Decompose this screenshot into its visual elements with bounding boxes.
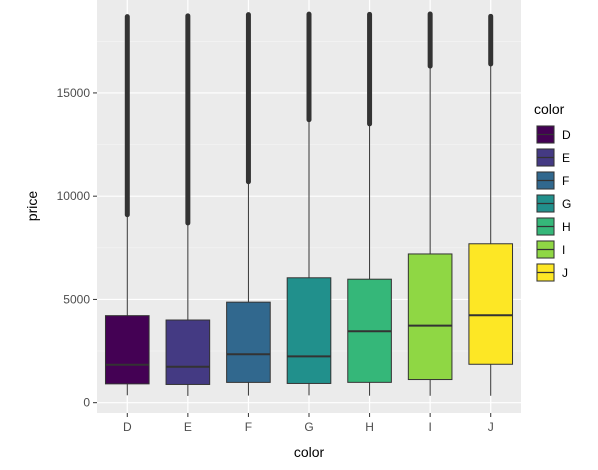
box-body [286,277,332,384]
x-tick-label: J [488,420,494,434]
box-J [468,13,514,396]
box-H [347,11,392,396]
box-D [104,14,150,396]
boxes [104,11,514,396]
legend-item-H: H [536,217,571,236]
y-tick-label: 15000 [57,86,91,100]
legend-item-F: F [536,171,569,190]
legend-item-J: J [536,263,568,282]
legend-label: J [562,266,568,280]
legend-label: E [562,151,570,165]
x-tick-label: H [365,420,374,434]
x-tick-label: G [304,420,313,434]
legend-item-I: I [536,240,565,259]
legend-item-E: E [536,148,570,167]
legend-label: H [562,220,571,234]
box-I [407,11,453,396]
x-tick-label: I [428,420,431,434]
box-F [226,12,271,396]
x-tick-label: D [123,420,132,434]
x-axis: D E F G H I J [123,413,494,434]
legend-title: color [534,101,565,117]
box-body [104,315,150,385]
legend-item-G: G [536,194,571,213]
box-body [468,243,514,365]
x-axis-title: color [294,444,325,460]
y-tick-label: 5000 [63,292,90,306]
box-G [286,11,332,396]
y-axis-title: price [24,191,40,222]
legend-label: F [562,174,569,188]
box-body [226,301,271,383]
legend-label: I [562,243,565,257]
legend-label: D [562,128,571,142]
y-axis: 0 5000 10000 15000 [57,86,97,410]
legend-label: G [562,197,571,211]
y-tick-label: 10000 [57,189,91,203]
box-body [407,253,453,381]
x-tick-label: F [245,420,252,434]
x-tick-label: E [184,420,192,434]
box-body [165,319,211,385]
y-tick-label: 0 [83,396,90,410]
box-E [165,13,211,396]
legend-item-D: D [536,125,571,144]
